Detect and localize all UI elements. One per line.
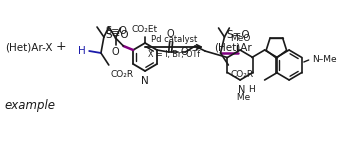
Text: S=O: S=O bbox=[106, 26, 128, 36]
Text: S=O: S=O bbox=[106, 30, 130, 40]
Text: O: O bbox=[180, 47, 188, 57]
Text: O: O bbox=[167, 29, 175, 39]
Text: N–Me: N–Me bbox=[312, 55, 336, 65]
Text: H: H bbox=[249, 85, 255, 94]
Text: Me: Me bbox=[234, 93, 250, 102]
Text: MeO: MeO bbox=[230, 34, 250, 43]
Text: CO₂R: CO₂R bbox=[111, 70, 134, 79]
Text: N: N bbox=[238, 85, 246, 95]
Text: (Het)Ar: (Het)Ar bbox=[214, 42, 251, 52]
Text: O: O bbox=[112, 47, 119, 57]
Text: CO₂R: CO₂R bbox=[230, 70, 253, 79]
Text: CO₂Et: CO₂Et bbox=[132, 25, 158, 34]
Text: Pd catalyst: Pd catalyst bbox=[151, 35, 197, 45]
Text: H: H bbox=[77, 46, 85, 56]
Text: S=O: S=O bbox=[226, 30, 250, 40]
Text: +: + bbox=[56, 40, 66, 53]
Text: X = I, Br, OTf: X = I, Br, OTf bbox=[148, 50, 200, 59]
Text: N: N bbox=[141, 77, 149, 86]
Text: (Het)Ar-X: (Het)Ar-X bbox=[5, 42, 53, 52]
Text: example: example bbox=[5, 99, 56, 112]
